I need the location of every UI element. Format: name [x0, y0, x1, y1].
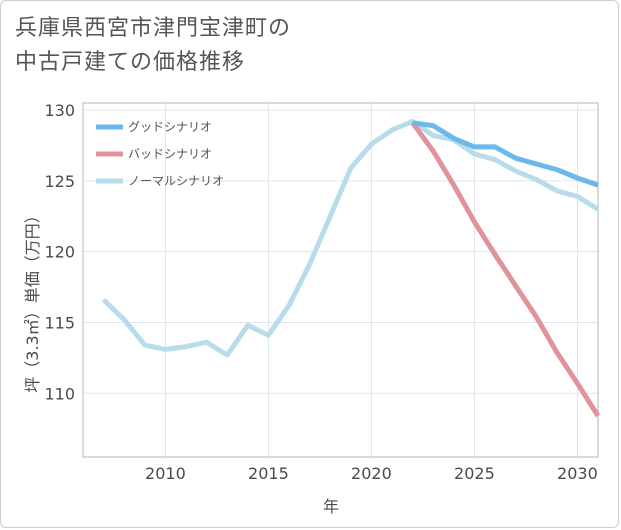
chart-title-line2: 中古戸建ての価格推移 — [15, 50, 246, 75]
legend-label-0: グッドシナリオ — [128, 120, 212, 134]
grid — [83, 103, 598, 457]
series-line-1 — [410, 121, 601, 418]
chart-title-line1: 兵庫県西宮市津門宝津町の — [15, 16, 292, 41]
y-tick-label-120: 120 — [44, 243, 75, 262]
series-line-0 — [412, 120, 599, 188]
y-tick-label-115: 115 — [44, 313, 75, 332]
legend-label-2: ノーマルシナリオ — [128, 174, 224, 188]
chart-title: 兵庫県西宮市津門宝津町の 中古戸建ての価格推移 — [15, 12, 435, 80]
y-tick-label-110: 110 — [44, 384, 75, 403]
x-axis-title: 年 — [323, 497, 339, 516]
y-tick-label-125: 125 — [44, 172, 75, 191]
x-tick-label-2015: 2015 — [248, 464, 289, 483]
x-tick-label-2020: 2020 — [351, 464, 392, 483]
tick-labels: 2010 2015 2020 2025 2030 110 115 120 125 130 — [44, 101, 597, 483]
legend-label-1: バッドシナリオ — [128, 147, 212, 161]
series-line-2 — [101, 118, 600, 358]
x-tick-label-2025: 2025 — [454, 464, 495, 483]
plot-area-border — [82, 102, 599, 458]
y-axis-title: 坪（3.3㎡）単価（万円） — [23, 207, 42, 392]
x-tick-label-2030: 2030 — [557, 464, 598, 483]
y-tick-label-130: 130 — [44, 101, 75, 120]
x-tick-label-2010: 2010 — [145, 464, 186, 483]
series-lines — [101, 118, 601, 418]
